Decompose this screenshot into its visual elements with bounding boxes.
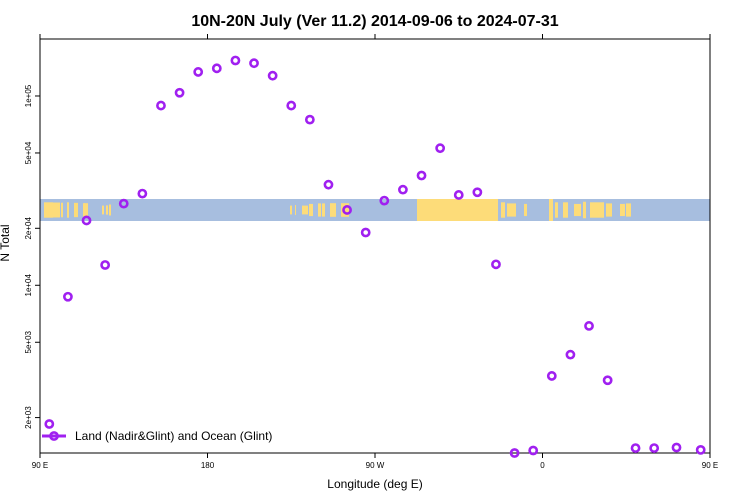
data-point [44,419,55,429]
map-strip-land [295,205,296,215]
data-point [249,58,259,69]
x-axis-label: Longitude (deg E) [327,477,422,491]
map-strip-land [318,203,321,217]
data-point [156,100,166,111]
data-point [118,198,129,209]
y-tick-label: 1e+04 [24,273,33,296]
data-point [695,444,706,455]
data-point [304,114,315,125]
y-tick-label: 5e+04 [24,141,33,164]
y-tick-label: 2e+03 [24,406,33,429]
x-tick-label: 90 E [702,461,718,470]
x-tick-label: 90 W [366,461,385,470]
y-tick-label: 5e+03 [24,330,33,353]
map-strip-land [590,202,604,218]
data-point [472,187,483,198]
map-strip-land [341,203,349,217]
data-point [565,349,576,360]
x-tick-label: 90 E [32,461,48,470]
data-point [267,70,278,81]
map-strip-land [74,202,78,218]
map-strip-land [501,202,505,218]
data-point [81,215,92,226]
map-strip-land [84,203,88,217]
data-point [342,205,352,215]
map-strip-land [555,202,558,218]
x-tick-label: 180 [201,461,215,470]
data-point [230,55,241,66]
map-strip-land [309,203,313,217]
data-point [416,170,427,181]
legend: Land (Nadir&Glint) and Ocean (Glint) [42,429,272,443]
data-point [137,188,148,199]
map-strip-land [290,205,292,215]
x-tick-label: 0 [540,461,545,470]
map-strip-land [583,201,586,219]
data-point [602,375,613,386]
data-point [491,259,501,270]
map-strip [40,199,710,221]
map-strip-land [109,204,111,216]
data-point [584,321,594,331]
plot-frame [39,38,711,454]
map-strip-land [61,202,63,218]
y-axis-label: N Total [0,224,12,261]
data-point [379,195,390,206]
data-point [630,443,641,453]
data-point [398,184,408,195]
legend-marker [49,431,59,441]
map-strip-land [606,203,612,217]
map-strip-ocean [40,199,710,221]
data-point [453,190,464,200]
map-strip-land [507,203,516,217]
data-point [528,445,539,456]
map-strip-land [44,202,53,218]
data-point [211,63,222,74]
data-point [360,227,371,238]
data-point [671,442,682,453]
data-point [193,67,204,77]
map-strip-land [620,203,625,217]
map-strip-land [67,202,69,218]
data-point [546,371,557,381]
data-point [100,260,111,270]
y-tick-label: 1e+05 [24,84,33,107]
data-point [286,100,297,111]
data-point [323,179,334,190]
map-strip-land [106,205,108,215]
map-strip-land [322,203,325,217]
data-point [174,87,185,98]
data-point [435,143,446,154]
axes: 90 E 180 90 W 0 90 E 2e+03 5e+03 1e+04 2e+04 5e+0… [24,34,718,470]
map-strip-land [574,203,581,217]
map-strip-land [563,202,568,218]
data-point [509,448,520,458]
map-strip-land [626,203,631,217]
map-strip-land [549,199,553,221]
map-strip-land [51,202,60,218]
map-strip-land [524,203,527,217]
data-point [649,443,660,453]
map-strip-land [302,205,308,215]
map-strip-land [102,205,104,215]
legend-label: Land (Nadir&Glint) and Ocean (Glint) [75,429,272,443]
map-strip-land [417,199,498,221]
chart-title: 10N-20N July (Ver 11.2) 2014-09-06 to 20… [191,13,558,30]
y-tick-label: 2e+04 [24,217,33,240]
data-points [44,55,706,458]
data-point [63,291,73,302]
map-strip-land [330,203,336,217]
